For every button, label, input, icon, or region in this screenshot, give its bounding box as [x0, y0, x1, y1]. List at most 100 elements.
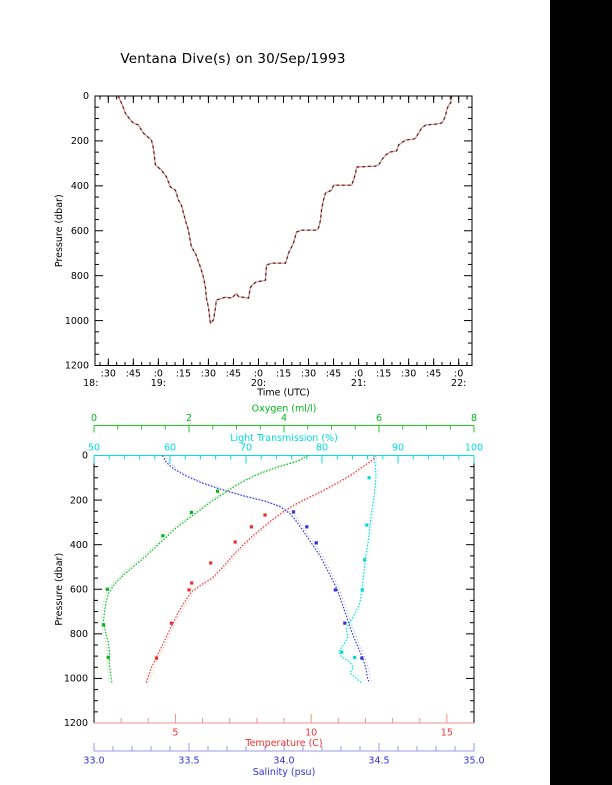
light-transmission-curve-stop-marker — [365, 523, 369, 527]
pressure-tick-label: 400 — [71, 181, 89, 192]
pressure-tick-label: 600 — [71, 226, 89, 237]
pressure-tick-label: 1200 — [65, 361, 89, 372]
oxygen-tick-label: 0 — [91, 413, 97, 424]
time-tick-label: :0 — [254, 369, 263, 380]
time-tick-label: :15 — [176, 369, 191, 380]
light-axis-title: Light Transmission (%) — [230, 433, 338, 444]
light-transmission-curve-upcast — [340, 455, 379, 684]
time-axis-title: Time (UTC) — [256, 388, 310, 399]
salinity-tick-label: 33.5 — [178, 756, 199, 767]
light-tick-label: 90 — [392, 443, 404, 454]
temperature-curve-stop-marker — [154, 656, 159, 660]
light-tick-label: 100 — [465, 443, 483, 454]
light-transmission-curve-stop-marker — [353, 655, 357, 660]
salinity-tick-label: 33.0 — [83, 756, 104, 767]
temperature-curve-stop-marker — [169, 621, 173, 625]
light-tick-label: 50 — [88, 443, 100, 454]
pressure-vs-time-plot: 0 200 400 600 800 1000 1200 :30 :45 :0 :15 :30 :45 :0… — [54, 91, 473, 399]
pressure-tick-label: 0 — [83, 91, 89, 102]
temperature-tick-label: 5 — [172, 728, 178, 739]
oxygen-curve-stop-marker — [215, 489, 220, 493]
pressure-tick-label: 1000 — [65, 316, 89, 327]
temperature-tick-label: 10 — [305, 728, 317, 739]
time-tick-label: :30 — [401, 369, 416, 380]
temperature-curve-stop-marker — [190, 581, 194, 585]
plot-title: Ventana Dive(s) on 30/Sep/1993 — [120, 51, 346, 67]
pressure-tick-label: 400 — [70, 540, 88, 551]
oxygen-curve-stop-marker — [106, 655, 110, 659]
dive-track-line-light — [117, 95, 453, 325]
time-tick-label: :45 — [226, 369, 241, 380]
pressure-tick-label: 800 — [71, 271, 89, 282]
temperature-curve — [145, 455, 380, 684]
temperature-curve-stop-marker — [249, 525, 254, 529]
oxygen-axis: 0 2 4 6 8 Oxygen (ml/l) — [91, 404, 477, 433]
ctd-profile-plot: 0 200 400 600 800 1000 1200 Pressure (dbar) 0 2 4 6… — [54, 404, 485, 779]
dive-track-line — [117, 95, 453, 325]
light-transmission-curve-downcast — [338, 455, 377, 684]
oxygen-curve-stop-marker — [101, 623, 106, 627]
light-transmission-curve-stop-marker — [360, 588, 364, 592]
pressure-tick-label: 1000 — [64, 674, 88, 685]
time-tick-label: :45 — [326, 369, 341, 380]
temperature-curve-stop-marker — [209, 561, 213, 565]
time-hour-label: 19: — [151, 378, 166, 389]
salinity-tick-label: 34.0 — [273, 756, 294, 767]
light-transmission-curve-stop-marker — [362, 558, 367, 562]
salinity-curve-stop-marker — [343, 621, 347, 625]
light-transmission-curve-stop-marker — [367, 476, 371, 480]
light-tick-label: 70 — [240, 443, 252, 454]
temperature-curve-stop-marker — [187, 588, 191, 592]
salinity-axis-title: Salinity (psu) — [253, 767, 316, 778]
time-tick-label: :0 — [354, 369, 363, 380]
oxygen-tick-label: 8 — [471, 413, 477, 424]
time-hour-label: 22: — [451, 378, 466, 389]
pressure-tick-label: 600 — [70, 584, 88, 595]
pressure-axis-title: Pressure (dbar) — [54, 553, 65, 626]
salinity-curve-stop-marker — [333, 588, 337, 592]
temperature-tick-label: 15 — [441, 728, 453, 739]
time-tick-label: :30 — [101, 369, 116, 380]
time-hour-label: 21: — [351, 378, 366, 389]
light-transmission-curve-stop-marker — [340, 650, 344, 654]
oxygen-tick-label: 2 — [186, 413, 192, 424]
salinity-curve-downcast — [161, 455, 371, 684]
pressure-tick-label: 800 — [70, 629, 88, 640]
pressure-tick-label: 200 — [71, 136, 89, 147]
time-tick-label: :45 — [126, 369, 141, 380]
time-hour-label: 20: — [251, 378, 266, 389]
salinity-curve-stop-marker — [291, 510, 296, 514]
salinity-curve-stop-marker — [360, 656, 364, 660]
pressure-axis-title: Pressure (dbar) — [54, 194, 65, 267]
time-tick-label: :30 — [301, 369, 316, 380]
right-black-strip — [550, 0, 612, 785]
salinity-axis: 33.0 33.5 34.0 34.5 35.0 Salinity (psu) — [83, 743, 485, 778]
oxygen-curve-upcast — [100, 455, 306, 683]
salinity-tick-label: 34.5 — [368, 756, 389, 767]
pressure-tick-label: 0 — [82, 451, 88, 462]
oxygen-curve — [100, 455, 309, 683]
salinity-curve-stop-marker — [314, 541, 318, 545]
time-hour-label: 18: — [83, 378, 98, 389]
oxygen-curve-downcast — [102, 455, 309, 683]
time-tick-label: :0 — [154, 369, 163, 380]
time-tick-label: :0 — [454, 369, 463, 380]
salinity-tick-label: 35.0 — [463, 756, 484, 767]
time-tick-label: :15 — [376, 369, 391, 380]
top-plot-frame — [94, 95, 473, 366]
oxygen-curve-stop-marker — [105, 587, 109, 591]
light-transmission-curve — [338, 455, 379, 684]
salinity-curve — [161, 455, 373, 684]
pressure-tick-label: 200 — [70, 495, 88, 506]
temperature-curve-upcast — [148, 455, 380, 684]
oxygen-curve-stop-marker — [189, 510, 193, 514]
salinity-curve-stop-marker — [305, 525, 309, 529]
temperature-curve-stop-marker — [263, 513, 267, 517]
temperature-curve-stop-marker — [233, 540, 237, 544]
light-tick-label: 60 — [164, 443, 176, 454]
time-tick-label: :30 — [201, 369, 216, 380]
oxygen-curve-stop-marker — [161, 534, 165, 538]
pressure-tick-label: 1200 — [64, 718, 88, 729]
